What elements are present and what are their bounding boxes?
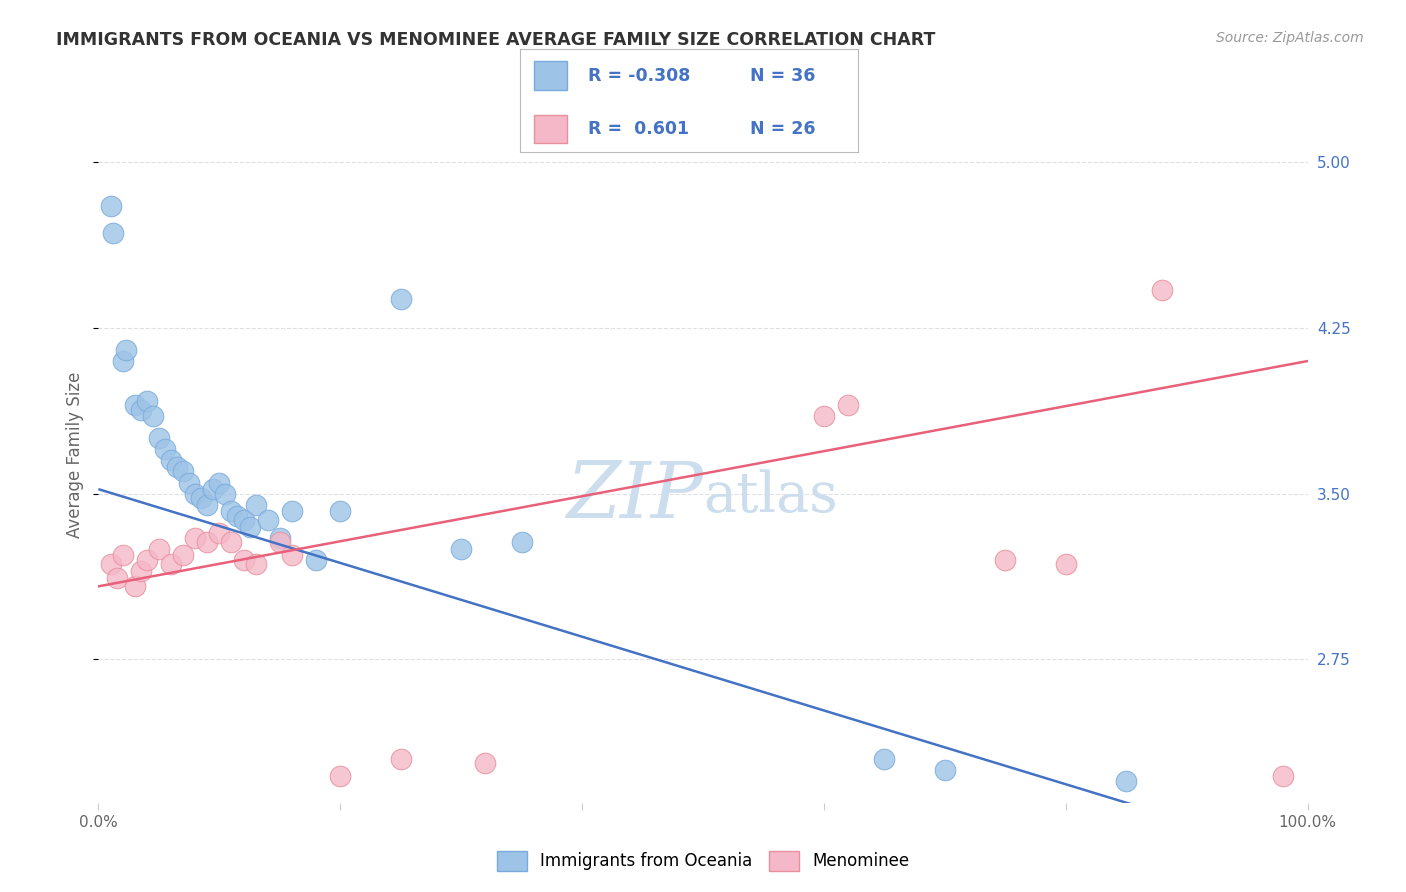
- Point: [226, 508, 249, 523]
- Point: [105, 570, 128, 584]
- Point: [160, 453, 183, 467]
- Point: [1054, 558, 1077, 572]
- Point: [208, 475, 231, 490]
- Point: [873, 751, 896, 765]
- Point: [245, 558, 267, 572]
- Point: [100, 199, 122, 213]
- Point: [129, 402, 152, 417]
- Legend: Immigrants from Oceania, Menominee: Immigrants from Oceania, Menominee: [488, 842, 918, 880]
- Point: [101, 226, 124, 240]
- Text: IMMIGRANTS FROM OCEANIA VS MENOMINEE AVERAGE FAMILY SIZE CORRELATION CHART: IMMIGRANTS FROM OCEANIA VS MENOMINEE AVE…: [56, 31, 935, 49]
- Point: [202, 482, 225, 496]
- Point: [1115, 773, 1137, 788]
- Point: [269, 531, 291, 545]
- Point: [232, 553, 254, 567]
- Point: [195, 498, 218, 512]
- Point: [329, 504, 352, 518]
- Point: [115, 343, 138, 357]
- Point: [142, 409, 165, 424]
- FancyBboxPatch shape: [534, 115, 568, 144]
- Point: [837, 398, 859, 412]
- Point: [221, 504, 243, 518]
- Point: [510, 535, 533, 549]
- Point: [166, 460, 188, 475]
- Point: [160, 558, 183, 572]
- Point: [389, 751, 412, 765]
- Point: [281, 549, 304, 563]
- Point: [269, 535, 291, 549]
- Point: [232, 513, 254, 527]
- Point: [124, 579, 146, 593]
- Point: [239, 519, 262, 533]
- Point: [305, 553, 328, 567]
- Point: [245, 498, 267, 512]
- Point: [135, 393, 157, 408]
- Point: [184, 531, 207, 545]
- Point: [214, 486, 236, 500]
- FancyBboxPatch shape: [534, 62, 568, 90]
- Text: R = -0.308: R = -0.308: [588, 67, 690, 85]
- Point: [474, 756, 496, 770]
- Point: [172, 465, 194, 479]
- Text: N = 36: N = 36: [749, 67, 815, 85]
- Point: [153, 442, 176, 457]
- Point: [172, 549, 194, 563]
- Point: [281, 504, 304, 518]
- Point: [1152, 284, 1174, 298]
- Text: Source: ZipAtlas.com: Source: ZipAtlas.com: [1216, 31, 1364, 45]
- Point: [111, 354, 134, 368]
- Point: [256, 513, 278, 527]
- Text: R =  0.601: R = 0.601: [588, 120, 689, 138]
- Point: [148, 541, 170, 556]
- Point: [111, 549, 134, 563]
- Point: [994, 553, 1017, 567]
- Point: [208, 526, 231, 541]
- Point: [135, 553, 157, 567]
- Point: [124, 398, 146, 412]
- Point: [389, 292, 412, 306]
- Point: [1272, 769, 1295, 783]
- Point: [329, 769, 352, 783]
- Text: atlas: atlas: [703, 469, 838, 524]
- Point: [129, 564, 152, 578]
- Text: ZIP: ZIP: [565, 458, 703, 535]
- Point: [195, 535, 218, 549]
- Point: [190, 491, 212, 505]
- Text: N = 26: N = 26: [749, 120, 815, 138]
- Point: [221, 535, 243, 549]
- Point: [450, 541, 472, 556]
- Point: [148, 431, 170, 445]
- Point: [934, 763, 956, 777]
- Point: [184, 486, 207, 500]
- Point: [100, 558, 122, 572]
- Y-axis label: Average Family Size: Average Family Size: [66, 372, 84, 538]
- Point: [179, 475, 201, 490]
- Point: [813, 409, 835, 424]
